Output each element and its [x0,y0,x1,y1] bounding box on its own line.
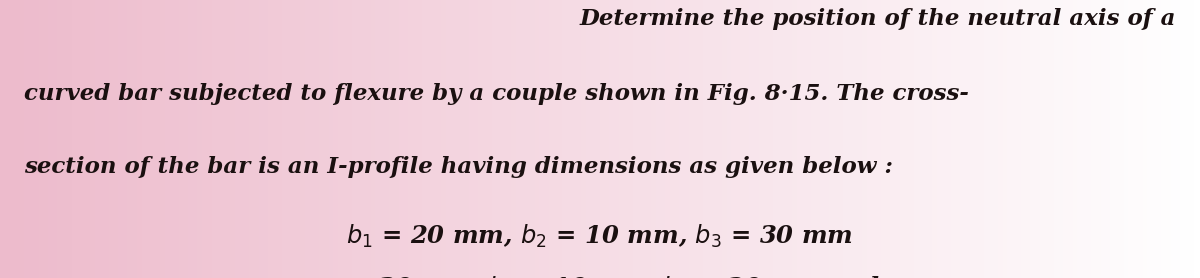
Text: curved bar subjected to flexure by a couple shown in Fig. 8·15. The cross-: curved bar subjected to flexure by a cou… [24,83,968,105]
Text: $r_1$ = 30 mm, $h_1$ = 10 mm, $h_2$ = 20 mm and: $r_1$ = 30 mm, $h_1$ = 10 mm, $h_2$ = 20… [319,275,881,278]
Text: Determine the position of the neutral axis of a: Determine the position of the neutral ax… [580,8,1176,30]
Text: $b_1$ = 20 mm, $b_2$ = 10 mm, $b_3$ = 30 mm: $b_1$ = 20 mm, $b_2$ = 10 mm, $b_3$ = 30… [347,222,853,250]
Text: section of the bar is an I-profile having dimensions as given below :: section of the bar is an I-profile havin… [24,156,893,178]
